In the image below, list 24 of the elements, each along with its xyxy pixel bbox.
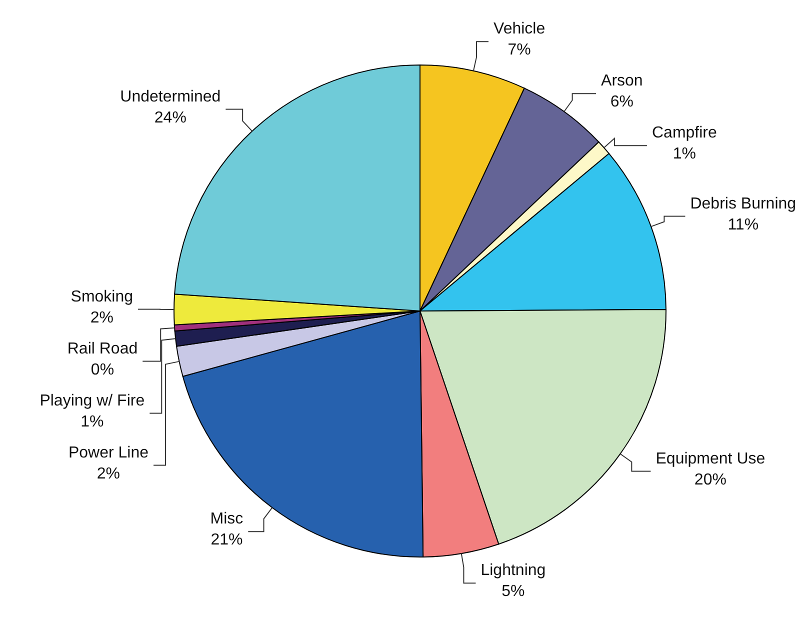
slice-label: Power Line bbox=[68, 444, 149, 462]
slice-label: Rail Road bbox=[67, 340, 138, 358]
data-label: 7% bbox=[508, 42, 531, 59]
data-label: 24% bbox=[154, 109, 186, 126]
slice-label: Arson bbox=[601, 72, 643, 90]
slice-label: Vehicle bbox=[494, 20, 546, 38]
slice-label: Playing w/ Fire bbox=[40, 392, 145, 410]
slice-label: Lightning bbox=[480, 562, 546, 580]
data-label: 11% bbox=[728, 216, 759, 234]
data-label: 0% bbox=[90, 361, 114, 378]
slice-label: Smoking bbox=[70, 288, 134, 306]
data-label: 2% bbox=[96, 465, 120, 482]
data-label: 6% bbox=[610, 94, 634, 111]
data-label: 1% bbox=[672, 146, 696, 163]
slice-label: Debris Burning bbox=[690, 195, 796, 212]
slice-label: Campfire bbox=[652, 124, 718, 142]
slice-label: Equipment Use bbox=[656, 450, 766, 468]
data-label: 2% bbox=[90, 309, 114, 326]
slice-label: Misc bbox=[210, 510, 244, 528]
data-label: 5% bbox=[502, 583, 525, 600]
data-label: 21% bbox=[210, 532, 243, 549]
data-label: 20% bbox=[694, 471, 726, 488]
data-label: 1% bbox=[80, 413, 104, 430]
slice-label: Undetermined bbox=[120, 88, 221, 106]
